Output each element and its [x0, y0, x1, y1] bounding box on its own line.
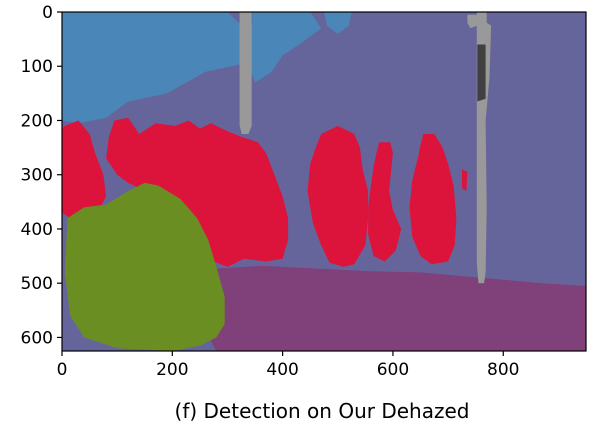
y-tick-label: 400: [21, 220, 53, 240]
y-tick-label: 500: [21, 274, 53, 294]
region-person: [62, 120, 107, 219]
region-dark: [477, 44, 486, 102]
region-person: [106, 117, 289, 267]
x-tick-label: 400: [266, 360, 298, 380]
x-tick-label: 0: [57, 360, 68, 380]
axes-border: [61, 11, 587, 352]
y-tick-label: 100: [21, 57, 53, 77]
y-tick-label: 300: [21, 166, 53, 186]
region-person: [409, 134, 457, 265]
region-vegetation: [64, 182, 225, 351]
region-pole: [239, 12, 252, 134]
x-tick-label: 200: [156, 360, 188, 380]
region-road: [199, 265, 586, 351]
y-tick-label: 0: [42, 3, 53, 23]
x-axis: 0 200 400 600 800: [57, 351, 519, 380]
segmentation-map: [62, 12, 586, 351]
y-tick-label: 200: [21, 111, 53, 131]
y-axis: 0 100 200 300 400 500 600: [21, 3, 62, 348]
region-person: [461, 169, 468, 191]
region-sky: [249, 12, 322, 83]
x-tick-label: 600: [377, 360, 409, 380]
y-tick-label: 600: [21, 328, 53, 348]
region-person: [368, 142, 402, 262]
region-pole: [467, 14, 478, 29]
axes-frame: [61, 11, 587, 352]
region-sky: [324, 12, 352, 34]
figure-caption: (f) Detection on Our Dehazed: [175, 399, 470, 423]
region-person: [307, 125, 369, 267]
x-tick-label: 800: [487, 360, 519, 380]
